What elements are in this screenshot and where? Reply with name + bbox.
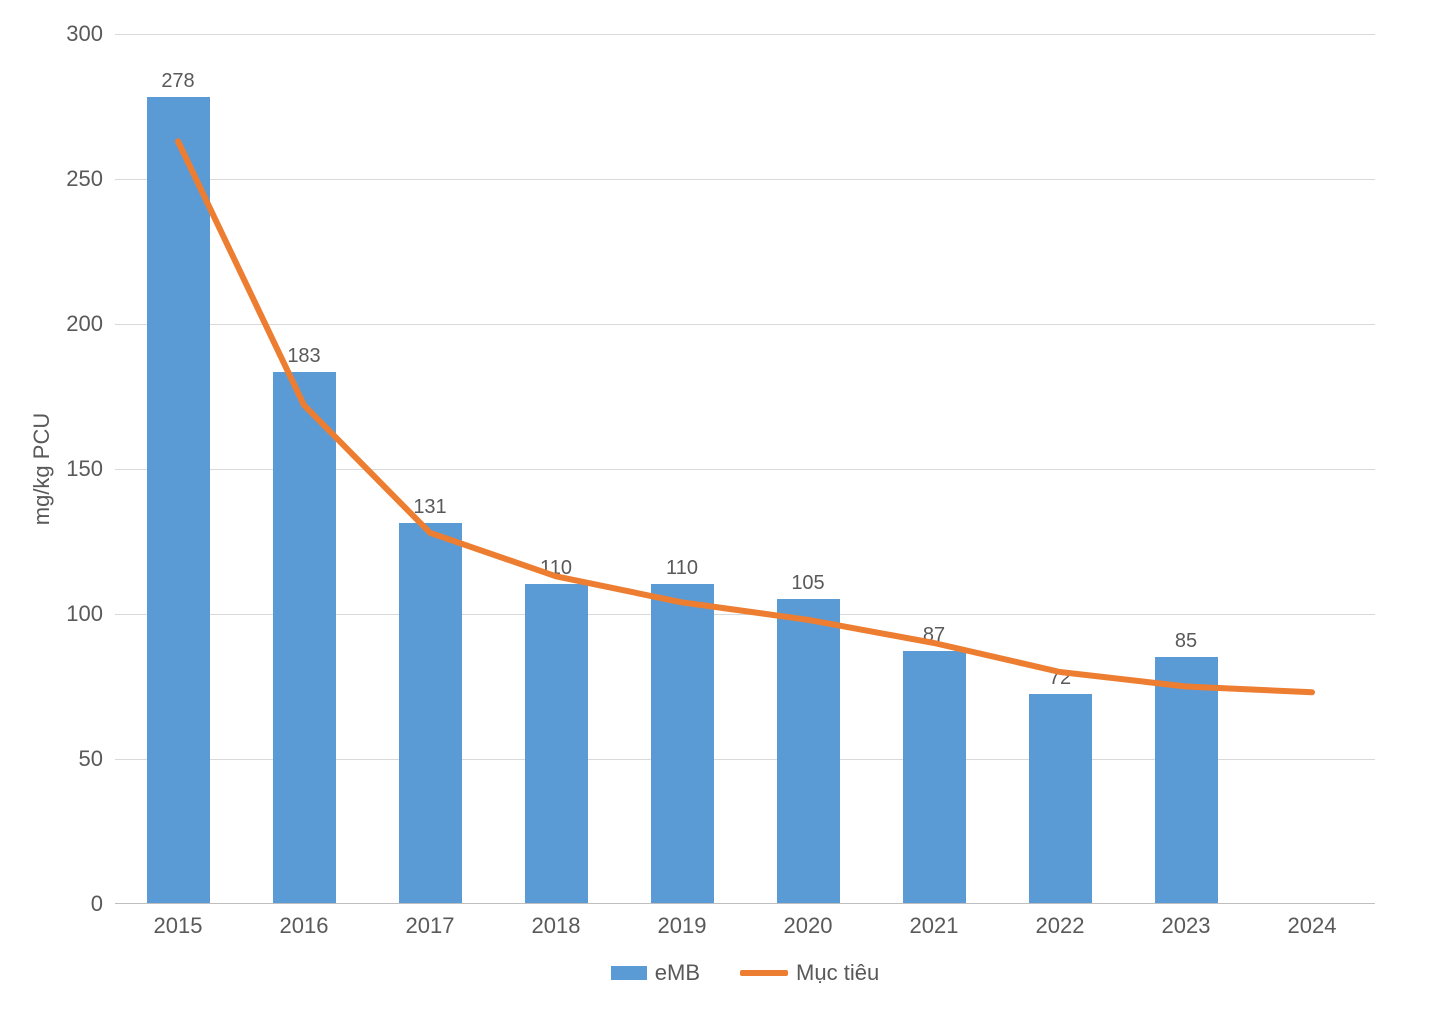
- x-tick-label: 2016: [280, 903, 329, 939]
- y-tick-label: 150: [66, 456, 115, 482]
- legend-item-bars: eMB: [611, 960, 700, 986]
- x-tick-label: 2022: [1036, 903, 1085, 939]
- x-tick-label: 2021: [910, 903, 959, 939]
- x-tick-label: 2020: [784, 903, 833, 939]
- x-tick-label: 2018: [532, 903, 581, 939]
- x-tick-label: 2019: [658, 903, 707, 939]
- legend: eMB Mục tiêu: [115, 960, 1375, 986]
- y-tick-label: 300: [66, 21, 115, 47]
- legend-bar-swatch: [611, 966, 647, 980]
- y-tick-label: 250: [66, 166, 115, 192]
- chart-container: 0 50 100 150 200 250 300 2015 2016 2017 2018 2019 20…: [20, 20, 1409, 998]
- legend-bar-label: eMB: [655, 960, 700, 986]
- y-tick-label: 200: [66, 311, 115, 337]
- y-axis-title: mg/kg PCU: [29, 413, 55, 525]
- x-tick-label: 2024: [1288, 903, 1337, 939]
- legend-line-label: Mục tiêu: [796, 960, 879, 986]
- legend-item-line: Mục tiêu: [740, 960, 879, 986]
- y-tick-label: 50: [79, 746, 115, 772]
- line-series: [115, 34, 1375, 904]
- y-tick-label: 100: [66, 601, 115, 627]
- x-tick-label: 2015: [154, 903, 203, 939]
- x-tick-label: 2017: [406, 903, 455, 939]
- x-tick-label: 2023: [1162, 903, 1211, 939]
- y-tick-label: 0: [91, 891, 115, 917]
- plot-area: 0501001502002503002015201620172018201920…: [115, 34, 1375, 904]
- legend-line-swatch: [740, 970, 788, 976]
